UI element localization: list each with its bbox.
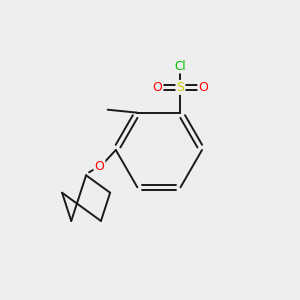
- Text: S: S: [176, 81, 184, 94]
- Text: O: O: [198, 81, 208, 94]
- Text: Cl: Cl: [175, 59, 186, 73]
- Text: O: O: [153, 81, 163, 94]
- Text: O: O: [94, 160, 104, 173]
